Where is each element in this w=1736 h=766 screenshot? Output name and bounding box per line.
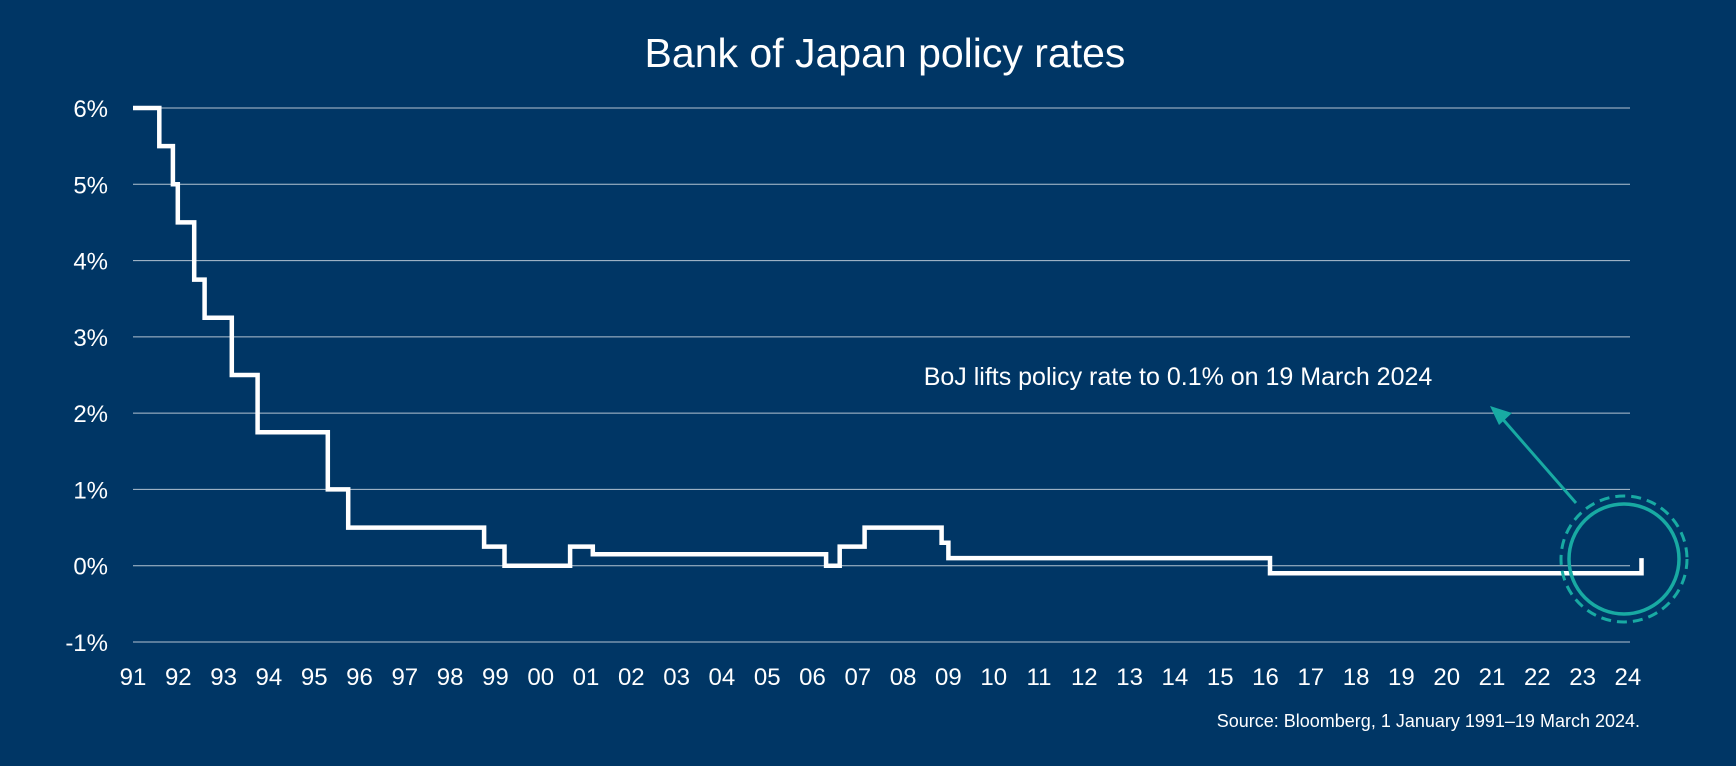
x-axis-ticks: 91 92 93 94 95 96 97 98 99 00 01 02 03 04 05 06 07 08 09 10… [120,664,1642,691]
y-tick-label: 4% [73,249,108,276]
x-tick-label: 11 [1027,664,1052,691]
y-tick-label: 2% [73,401,108,428]
x-tick-label: 92 [165,664,192,691]
annotation-arrow-head [1490,406,1512,425]
x-tick-label: 98 [437,664,464,691]
x-tick-label: 97 [391,664,418,691]
x-tick-label: 95 [301,664,328,691]
highlight-circle [1567,502,1681,616]
x-tick-label: 05 [754,664,781,691]
x-tick-label: 91 [120,664,147,691]
y-tick-label: 0% [73,554,108,581]
x-tick-label: 15 [1207,664,1234,691]
x-tick-label: 99 [482,664,509,691]
x-tick-label: 14 [1162,664,1189,691]
x-tick-label: 20 [1433,664,1460,691]
grid-lines [133,107,1630,643]
x-tick-label: 13 [1116,664,1143,691]
y-tick-label: -1% [65,630,108,657]
y-tick-label: 1% [73,477,108,504]
policy-rate-line [133,105,1644,576]
x-tick-label: 06 [799,664,826,691]
x-tick-label: 07 [844,664,871,691]
x-tick-label: 16 [1252,664,1279,691]
x-tick-label: 08 [890,664,917,691]
x-tick-label: 00 [527,664,554,691]
annotation-group: BoJ lifts policy rate to 0.1% on 19 Marc… [924,363,1689,624]
x-tick-label: 22 [1524,664,1551,691]
x-tick-label: 10 [980,664,1007,691]
y-tick-label: 5% [73,172,108,199]
y-axis-ticks: 6% 5% 4% 3% 2% 1% 0% -1% [65,96,108,657]
x-tick-label: 18 [1343,664,1370,691]
x-tick-label: 96 [346,664,373,691]
x-tick-label: 04 [709,664,736,691]
highlight-circle-dashed [1559,494,1689,624]
x-tick-label: 94 [256,664,283,691]
x-tick-label: 21 [1479,664,1506,691]
x-tick-label: 19 [1388,664,1415,691]
x-tick-label: 03 [663,664,690,691]
x-tick-label: 12 [1071,664,1098,691]
x-tick-label: 17 [1297,664,1324,691]
series-layer [133,105,1644,576]
source-note: Source: Bloomberg, 1 January 1991–19 Mar… [1217,711,1640,731]
x-tick-label: 02 [618,664,645,691]
x-tick-label: 01 [573,664,600,691]
y-tick-label: 6% [73,96,108,123]
annotation-arrow-line [1498,415,1578,504]
x-tick-label: 93 [210,664,237,691]
x-tick-label: 09 [935,664,962,691]
annotation-text: BoJ lifts policy rate to 0.1% on 19 Marc… [924,363,1433,391]
x-tick-label: 23 [1569,664,1596,691]
chart-title: Bank of Japan policy rates [645,30,1126,76]
x-tick-label: 24 [1615,664,1642,691]
y-tick-label: 3% [73,325,108,352]
